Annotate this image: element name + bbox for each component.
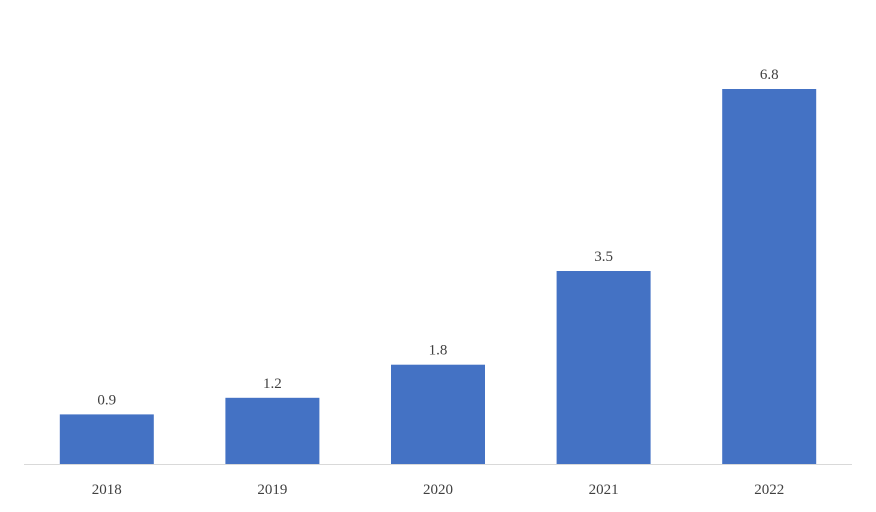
x-tick-label-2020: 2020 [423, 482, 453, 498]
data-label-2022: 6.8 [760, 67, 779, 83]
bars-group [59, 89, 817, 464]
data-label-2019: 1.2 [263, 376, 282, 392]
bar-2022 [722, 89, 817, 464]
bar-2021 [556, 271, 651, 464]
bar-2019 [225, 397, 320, 464]
data-label-2018: 0.9 [97, 392, 116, 408]
x-axis-tick-labels: 2018 2019 2020 2021 2022 [92, 482, 784, 498]
data-labels-group: 0.9 1.2 1.8 3.5 6.8 [97, 67, 778, 408]
bar-2018 [59, 414, 154, 464]
x-tick-label-2022: 2022 [754, 482, 784, 498]
x-tick-label-2021: 2021 [589, 482, 619, 498]
x-tick-label-2018: 2018 [92, 482, 122, 498]
x-tick-label-2019: 2019 [257, 482, 287, 498]
data-label-2020: 1.8 [429, 343, 448, 359]
data-label-2021: 3.5 [594, 249, 613, 265]
bar-2020 [391, 364, 485, 464]
